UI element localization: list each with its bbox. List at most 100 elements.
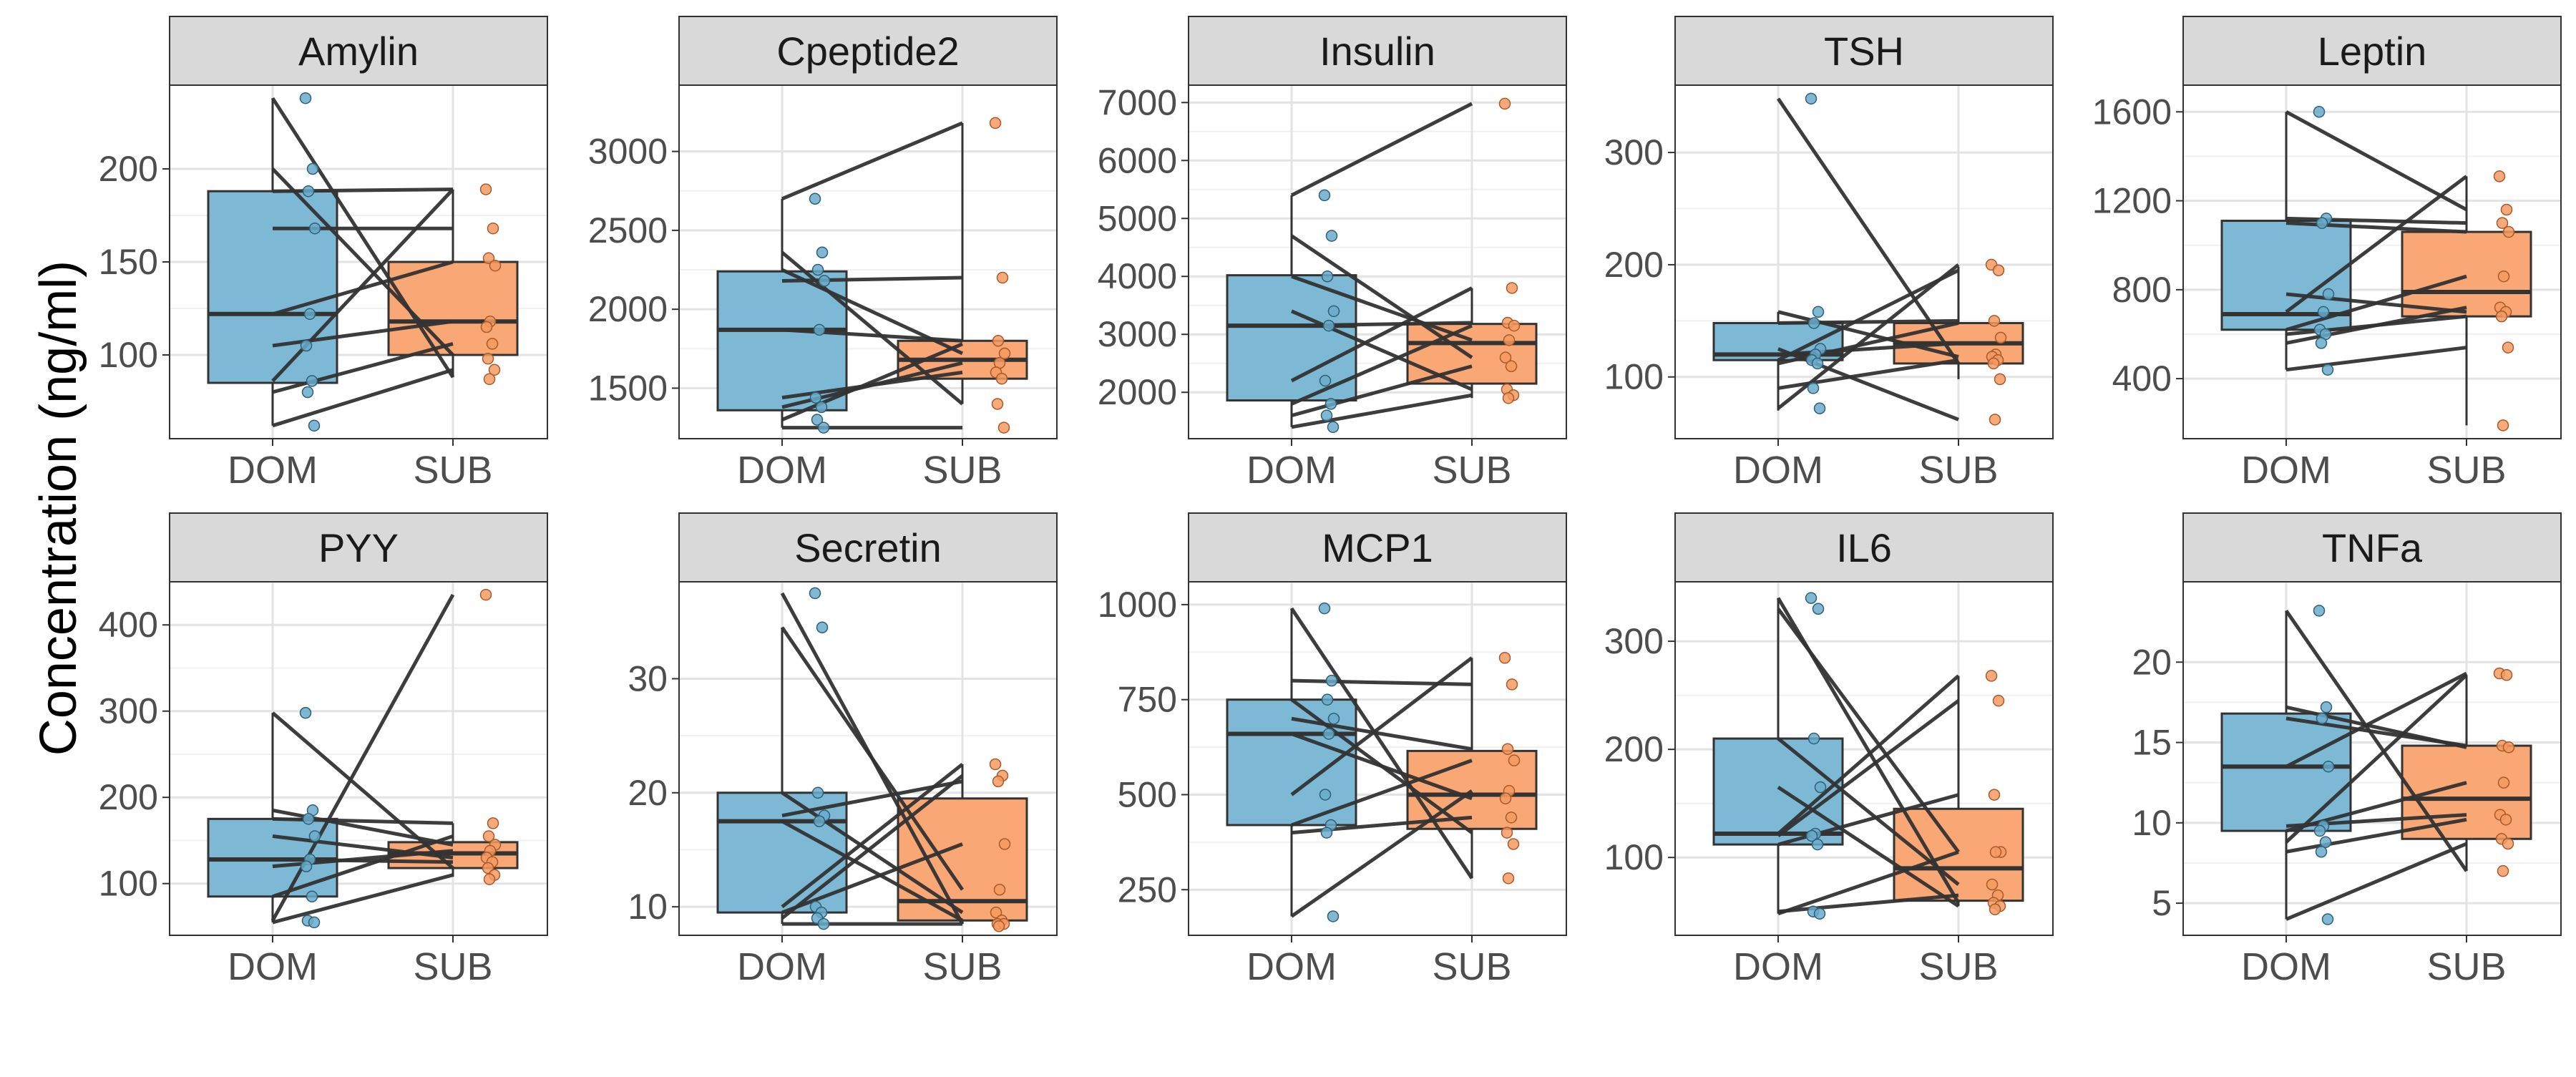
paired-line	[1777, 263, 1960, 410]
x-tick-label: DOM	[737, 449, 827, 492]
point-dom	[815, 401, 828, 414]
paired-line	[271, 711, 454, 869]
paired-line	[1291, 759, 1473, 827]
y-tick-label: 20	[628, 773, 668, 813]
point-dom	[1325, 230, 1338, 242]
y-tick-label: 2500	[588, 210, 668, 250]
panel-border	[2182, 581, 2562, 936]
x-tick-label: DOM	[2241, 945, 2331, 988]
y-tick-label: 5	[2152, 883, 2172, 923]
point-sub	[1989, 903, 2001, 915]
point-sub	[992, 920, 1005, 932]
point-dom	[1320, 409, 1333, 421]
point-dom	[1805, 592, 1818, 604]
point-dom	[2313, 106, 2326, 118]
paired-line	[1776, 608, 1961, 854]
point-dom	[1812, 603, 1825, 615]
facet-title: TNFa	[2322, 525, 2423, 570]
point-sub	[1989, 846, 2002, 858]
point-dom	[308, 419, 321, 432]
x-tick-label: DOM	[737, 945, 827, 988]
paired-line	[1291, 393, 1473, 429]
paired-line	[2285, 221, 2467, 234]
y-tick-label: 800	[2112, 270, 2172, 310]
paired-line	[2285, 781, 2467, 833]
point-sub	[1988, 789, 2001, 801]
point-sub	[1994, 331, 2007, 344]
paired-line	[272, 368, 454, 428]
point-dom	[1807, 382, 1820, 394]
point-sub	[2497, 270, 2510, 283]
point-dom	[2313, 824, 2326, 837]
point-sub	[1499, 792, 1512, 805]
paired-line	[272, 857, 454, 864]
x-tick-label: DOM	[228, 945, 318, 988]
facet-panel-tnfa: TNFa 5 10 15 20 DOM SUB	[2132, 512, 2562, 988]
x-tick-label: DOM	[2241, 449, 2331, 492]
facet-strip	[1674, 512, 2054, 583]
point-sub	[992, 335, 1005, 347]
paired-line	[781, 774, 964, 920]
paired-line	[1777, 268, 1960, 362]
box-dom	[716, 270, 848, 411]
x-tick-label: SUB	[1918, 945, 1998, 988]
point-dom	[1319, 374, 1332, 387]
facet-strip	[1674, 16, 2054, 86]
box-sub	[2401, 744, 2532, 840]
paired-line	[2285, 817, 2467, 854]
point-sub	[1499, 351, 1512, 364]
paired-line	[1291, 716, 1473, 751]
y-tick-label: 100	[99, 864, 158, 904]
point-dom	[809, 391, 822, 404]
point-sub	[483, 873, 496, 885]
point-sub	[990, 906, 1002, 919]
y-tick-label: 1200	[2092, 181, 2172, 221]
panel-border	[1674, 84, 2054, 439]
point-sub	[1988, 315, 2001, 327]
paired-line	[1291, 321, 1473, 328]
facet-panel-mcp1: MCP1 250 500 750 1000 DOM SUB	[1098, 512, 1567, 988]
point-sub	[2497, 419, 2509, 432]
point-sub	[486, 338, 499, 350]
point-dom	[816, 621, 829, 633]
point-dom	[308, 916, 321, 929]
point-sub	[1992, 694, 2005, 707]
x-tick-label: SUB	[1432, 945, 1511, 988]
paired-line	[2285, 306, 2467, 345]
panel-border	[169, 581, 548, 936]
facet-panel-pyy: PYY 100 200 300 400 DOM SUB	[99, 512, 548, 988]
point-dom	[1321, 270, 1334, 283]
y-tick-label: 300	[1604, 621, 1664, 661]
facet-panel-amylin: Amylin 100 150 200 DOM SUB	[99, 16, 548, 492]
panel-border	[2182, 84, 2562, 439]
paired-line	[270, 97, 455, 379]
x-tick-label: SUB	[1432, 449, 1511, 492]
paired-line	[781, 250, 964, 406]
point-sub	[2495, 310, 2508, 323]
paired-line	[2285, 842, 2467, 921]
point-sub	[1508, 319, 1521, 332]
point-dom	[1327, 421, 1340, 434]
x-tick-label: SUB	[413, 449, 492, 492]
point-dom	[817, 917, 830, 930]
y-tick-label: 5000	[1098, 198, 1177, 238]
facet-title: PYY	[318, 525, 399, 570]
point-dom	[809, 587, 821, 600]
paired-line	[1291, 323, 1473, 406]
point-dom	[299, 92, 312, 104]
point-dom	[301, 386, 314, 399]
x-tick-label: DOM	[1246, 945, 1337, 988]
point-dom	[809, 193, 821, 205]
point-sub	[992, 775, 1005, 788]
point-sub	[996, 271, 1009, 284]
point-dom	[299, 706, 312, 719]
paired-line	[1776, 97, 1961, 365]
point-sub	[1506, 678, 1518, 691]
y-tick-label: 400	[99, 605, 158, 645]
paired-line	[1777, 318, 1959, 325]
point-dom	[306, 162, 319, 175]
paired-line	[1777, 341, 1959, 356]
point-sub	[1986, 878, 1999, 891]
box-dom	[2220, 712, 2352, 832]
